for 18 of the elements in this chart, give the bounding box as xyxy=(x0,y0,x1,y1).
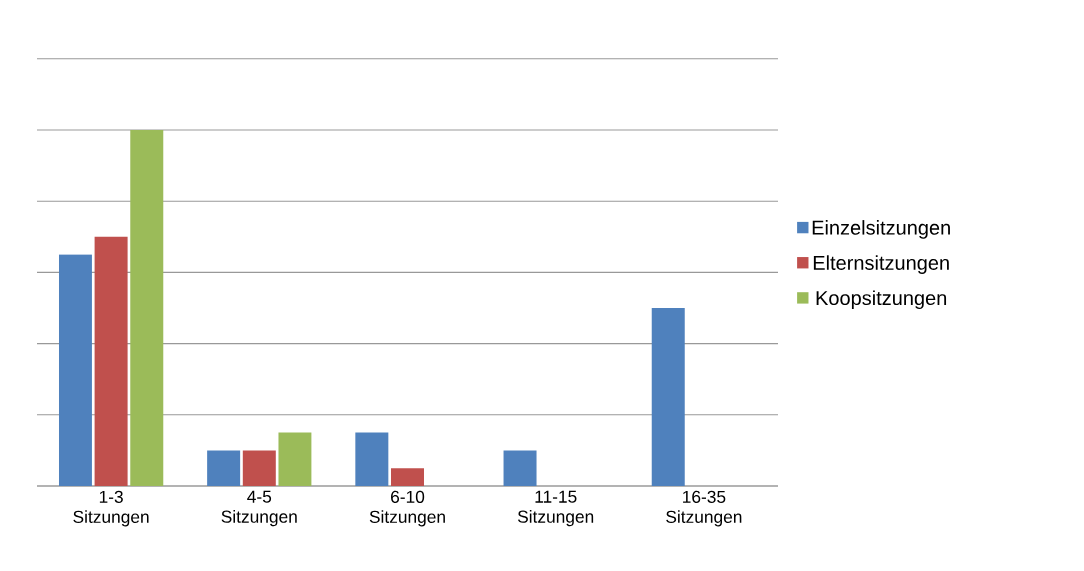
x-tick-label: 16-35 Sitzungen xyxy=(666,490,742,527)
bar xyxy=(391,468,424,486)
x-tick-label: 4-5 Sitzungen xyxy=(221,490,297,527)
bar xyxy=(94,236,128,486)
bar xyxy=(58,254,92,486)
x-tick-label: 11-15 Sitzungen xyxy=(517,490,594,527)
x-tick-label: 6-10 Sitzungen xyxy=(369,490,445,527)
bar xyxy=(355,432,389,486)
legend-label: Koopsitzungen xyxy=(816,290,947,310)
legend-label: Elternsitzungen xyxy=(813,255,949,274)
bar xyxy=(651,308,685,486)
bar xyxy=(207,450,241,486)
bar xyxy=(503,450,537,486)
x-tick-label: 1-3 Sitzungen xyxy=(73,490,149,527)
bar xyxy=(130,130,164,486)
bar xyxy=(278,432,312,486)
legend-label: Einzelsitzungen xyxy=(812,220,950,239)
bar xyxy=(242,450,276,486)
